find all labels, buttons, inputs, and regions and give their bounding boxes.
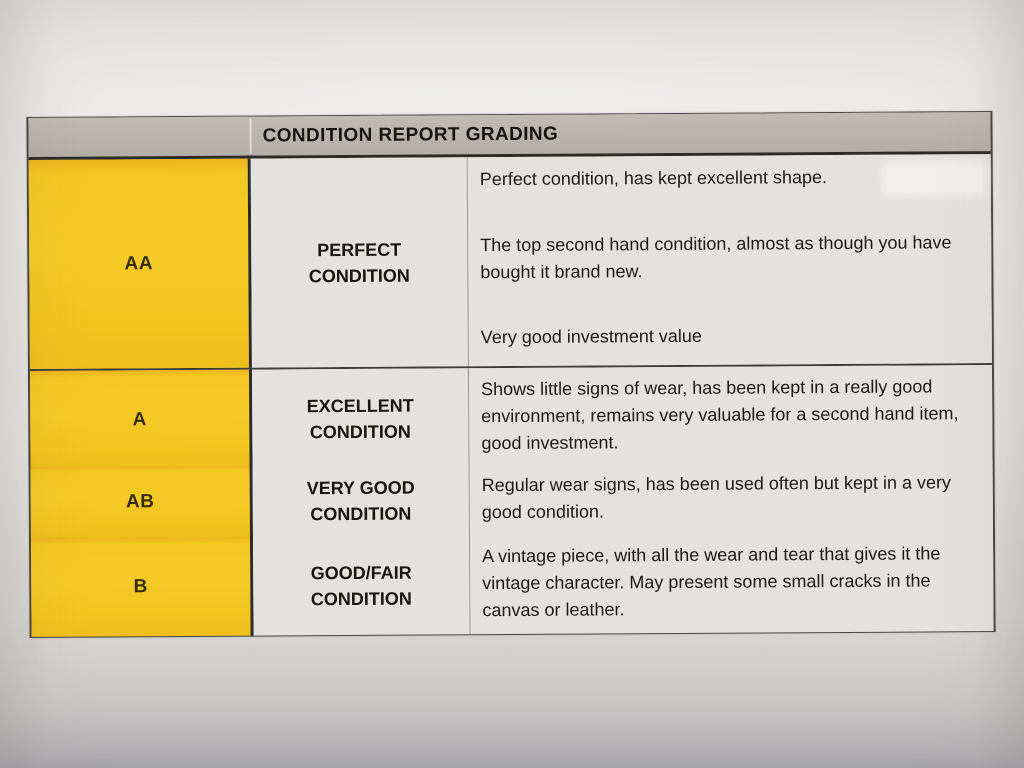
table-row-aa: AA PERFECT CONDITION Perfect condition, … (28, 154, 992, 369)
condition-name-label: VERY GOOD CONDITION (306, 477, 415, 525)
table-row-b: B GOOD/FAIR CONDITION A vintage piece, w… (30, 530, 994, 637)
grade-cell-a: A (29, 369, 253, 470)
grade-label: A (132, 408, 147, 430)
grade-label: AB (125, 491, 155, 513)
condition-name-cell-a: EXCELLENT CONDITION (251, 368, 470, 469)
condition-name-cell-aa: PERFECT CONDITION (250, 157, 469, 368)
description-paragraph: Very good investment value (480, 325, 702, 348)
table-row-a: A EXCELLENT CONDITION Shows little signs… (29, 363, 993, 470)
table-header-bar: CONDITION REPORT GRADING (28, 112, 991, 160)
description-paragraph: Regular wear signs, has been used often … (481, 472, 952, 523)
condition-name-label: GOOD/FAIR CONDITION (310, 562, 412, 609)
grade-cell-aa: AA (28, 158, 252, 369)
condition-name-label: PERFECT CONDITION (308, 239, 410, 286)
condition-grading-table: CONDITION REPORT GRADING AA PERFECT COND… (26, 111, 996, 638)
condition-name-label: EXCELLENT CONDITION (306, 395, 414, 442)
grade-cell-ab: AB (30, 465, 253, 539)
grade-cell-b: B (30, 536, 254, 637)
description-cell-b: A vintage piece, with all the wear and t… (469, 532, 994, 635)
condition-name-cell-ab: VERY GOOD CONDITION (252, 464, 470, 538)
description-paragraph: Perfect condition, has kept excellent sh… (479, 167, 828, 190)
description-paragraph: A vintage piece, with all the wear and t… (482, 543, 941, 621)
grade-label: B (133, 575, 149, 597)
description-paragraph: Shows little signs of wear, has been kep… (481, 376, 959, 454)
table-row-ab: AB VERY GOOD CONDITION Regular wear sign… (30, 459, 993, 539)
description-paragraph: The top second hand condition, almost as… (480, 231, 952, 282)
table-title: CONDITION REPORT GRADING (262, 123, 559, 147)
grade-label: AA (124, 252, 154, 274)
condition-name-cell-b: GOOD/FAIR CONDITION (252, 535, 471, 636)
description-cell-a: Shows little signs of wear, has been kep… (468, 365, 993, 468)
description-cell-aa: Perfect condition, has kept excellent sh… (467, 154, 992, 367)
description-cell-ab: Regular wear signs, has been used often … (469, 461, 993, 537)
header-column-divider (249, 118, 252, 154)
